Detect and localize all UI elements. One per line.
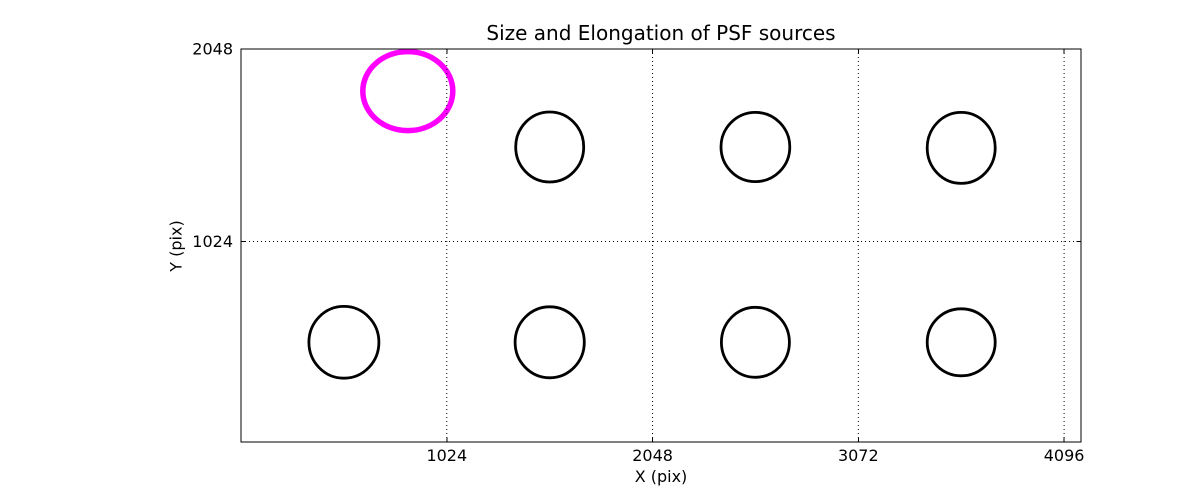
y-axis-label: Y (pix) xyxy=(166,220,186,272)
psf-ellipse xyxy=(307,304,381,380)
plot-border xyxy=(240,48,1082,443)
psf-ellipse xyxy=(514,110,586,184)
y-tick-label: 2048 xyxy=(192,40,233,59)
x-tick-label: 1024 xyxy=(426,446,467,465)
psf-ellipse xyxy=(925,110,997,185)
y-tick-label: 1024 xyxy=(192,232,233,251)
psf-ellipse xyxy=(720,305,791,379)
x-axis-label: X (pix) xyxy=(634,467,688,486)
x-tick-label: 4096 xyxy=(1044,446,1085,465)
chart-title: Size and Elongation of PSF sources xyxy=(486,21,836,45)
psf-ellipse xyxy=(719,111,792,183)
psf-ellipse xyxy=(925,307,997,378)
x-tick-label: 2048 xyxy=(632,446,673,465)
psf-ellipse xyxy=(513,305,586,380)
x-tick-label: 3072 xyxy=(838,446,879,465)
psf-outlier-ellipse xyxy=(360,48,456,134)
